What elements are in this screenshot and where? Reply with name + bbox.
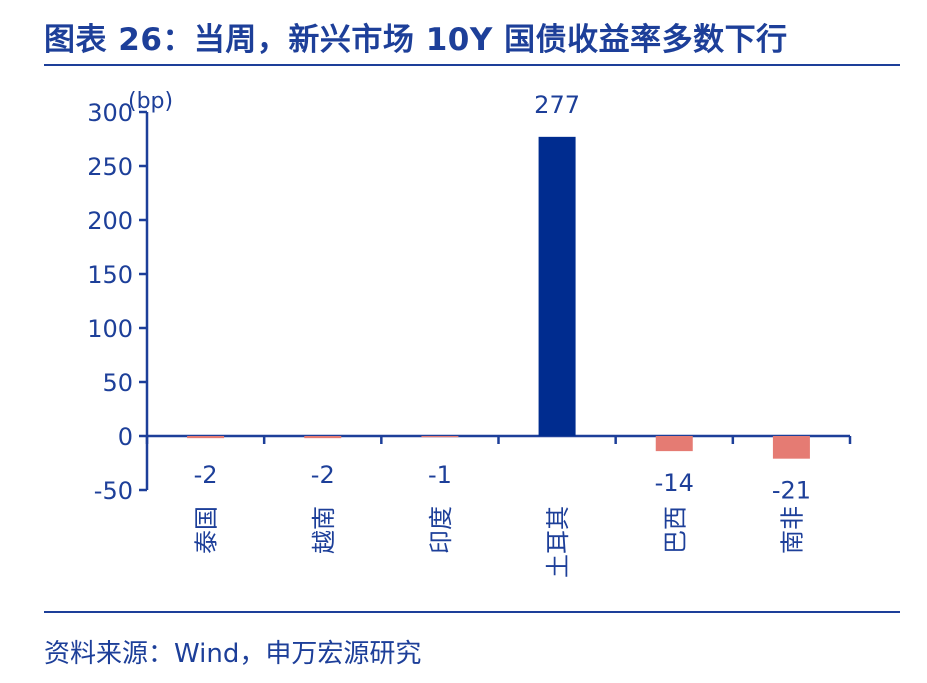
data-labels: -2 -2 -1 277 -14 -21 [194,91,811,505]
category-label: 南非 [778,506,806,554]
bar [655,436,693,452]
x-axis [145,434,852,444]
chart-title: 图表 26：当周，新兴市场 10Y 国债收益率多数下行 [44,22,788,58]
y-axis: -50 0 50 100 150 200 250 300 [87,99,149,505]
y-tick-label: 150 [87,261,133,289]
y-tick-label: 50 [102,369,133,397]
bars [187,136,810,459]
bar [304,436,342,439]
bar [772,436,810,459]
category-label: 巴西 [661,506,689,554]
data-label: 277 [534,91,580,119]
data-label: -14 [655,469,694,497]
category-label: 泰国 [193,506,221,554]
y-tick-label: 200 [87,207,133,235]
bar [421,436,459,438]
y-tick-label: 0 [118,423,133,451]
category-label: 印度 [427,506,455,554]
y-tick-label: -50 [94,477,133,505]
source-note: 资料来源：Wind，申万宏源研究 [44,639,422,669]
category-label: 越南 [310,506,338,554]
category-label: 土耳其 [544,506,572,578]
title-divider [44,64,900,66]
data-label: -2 [194,461,218,489]
data-label: -2 [311,461,335,489]
footer-divider [44,611,900,613]
bar [187,436,225,439]
data-label: -1 [428,461,452,489]
category-labels: 泰国 越南 印度 土耳其 巴西 南非 [193,506,807,578]
y-tick-label: 100 [87,315,133,343]
y-tick-label: 300 [87,99,133,127]
data-label: -21 [772,477,811,505]
y-tick-label: 250 [87,153,133,181]
y-axis-unit: (bp) [128,89,173,114]
bar [538,136,576,436]
